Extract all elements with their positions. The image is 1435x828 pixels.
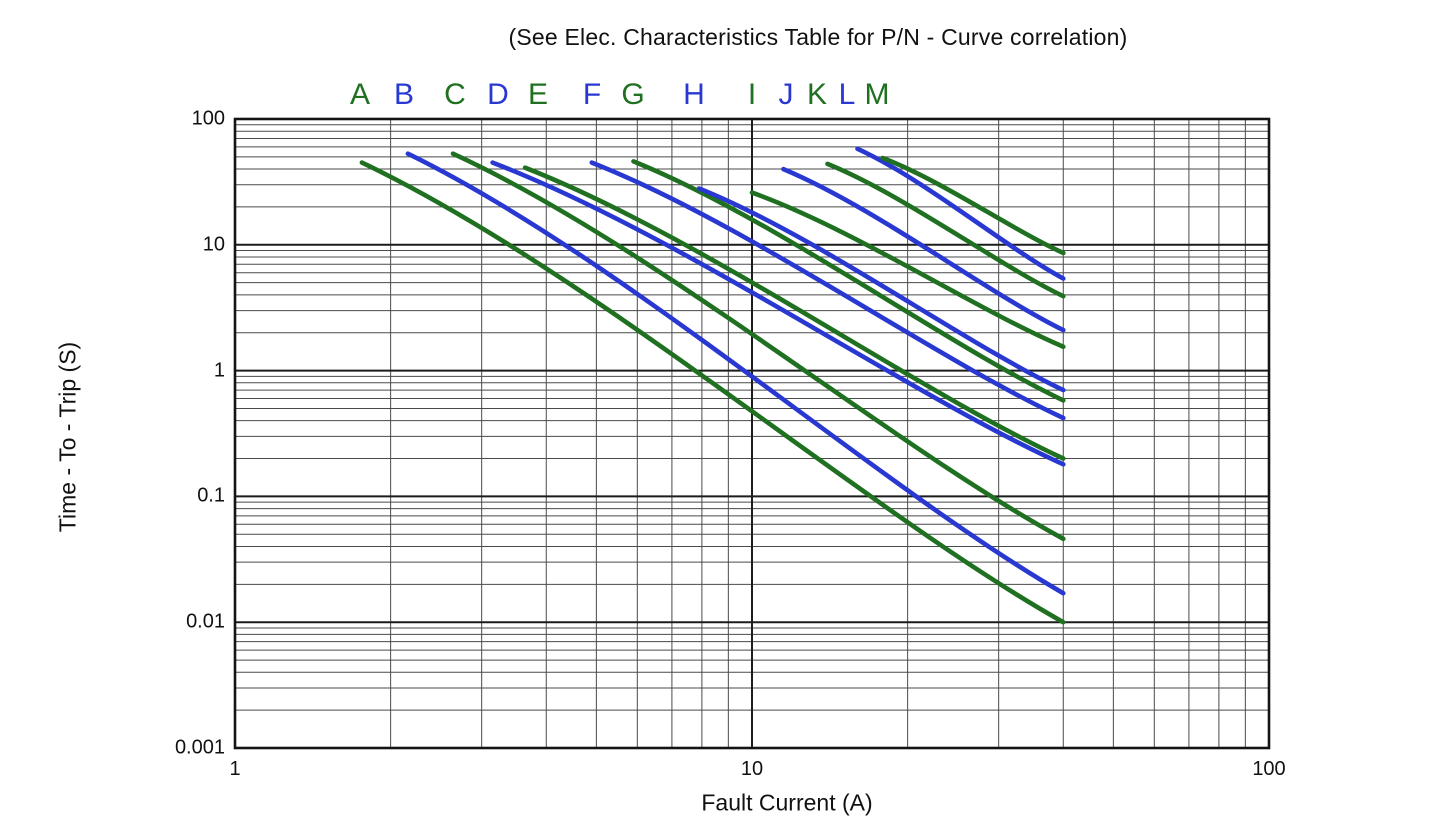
trip-curve-J [781,166,1066,333]
trip-curve-D [490,160,1066,467]
y-tick-label-1: 1 [213,359,225,382]
trip-curve-I [749,190,1066,349]
curve-label-F: F [582,78,602,111]
curve-label-K: K [806,78,828,111]
trip-curve-A [359,160,1066,625]
curve-label-E: E [527,78,549,111]
y-tick-label-10: 10 [202,233,225,256]
chart-title: (See Elec. Characteristics Table for P/N… [508,24,1128,50]
curve-label-I: I [747,78,757,111]
y-tick-label-0.1: 0.1 [197,484,225,507]
x-tick-label-100: 100 [1252,758,1286,780]
curve-label-H: H [683,78,705,111]
curve-label-A: A [349,78,371,111]
curve-label-C: C [444,78,466,111]
trip-curve-C [450,151,1066,542]
curve-label-G: G [621,78,645,111]
trip-curve-L [855,146,1066,281]
plot-border [233,117,1271,750]
curve-label-D: D [487,78,509,111]
x-tick-label-1: 1 [229,758,241,780]
y-tick-label-0.01: 0.01 [186,610,225,633]
trip-curve-E [522,165,1066,461]
curve-label-J: J [778,78,794,111]
trip-curve-B [405,151,1066,596]
y-tick-label-0.001: 0.001 [174,736,225,759]
trip-curve-H [696,186,1066,393]
x-axis-title: Fault Current (A) [701,789,873,816]
trip-curve-G [631,159,1066,403]
curve-label-L: L [838,78,856,111]
curve-label-M: M [864,78,890,111]
trip-curve-F [589,160,1066,421]
y-tick-label-100: 100 [191,107,225,130]
x-tick-label-10: 10 [740,758,764,780]
curve-label-B: B [393,78,415,111]
trip-curve-K [825,161,1066,299]
trip-curve-M [880,155,1066,256]
